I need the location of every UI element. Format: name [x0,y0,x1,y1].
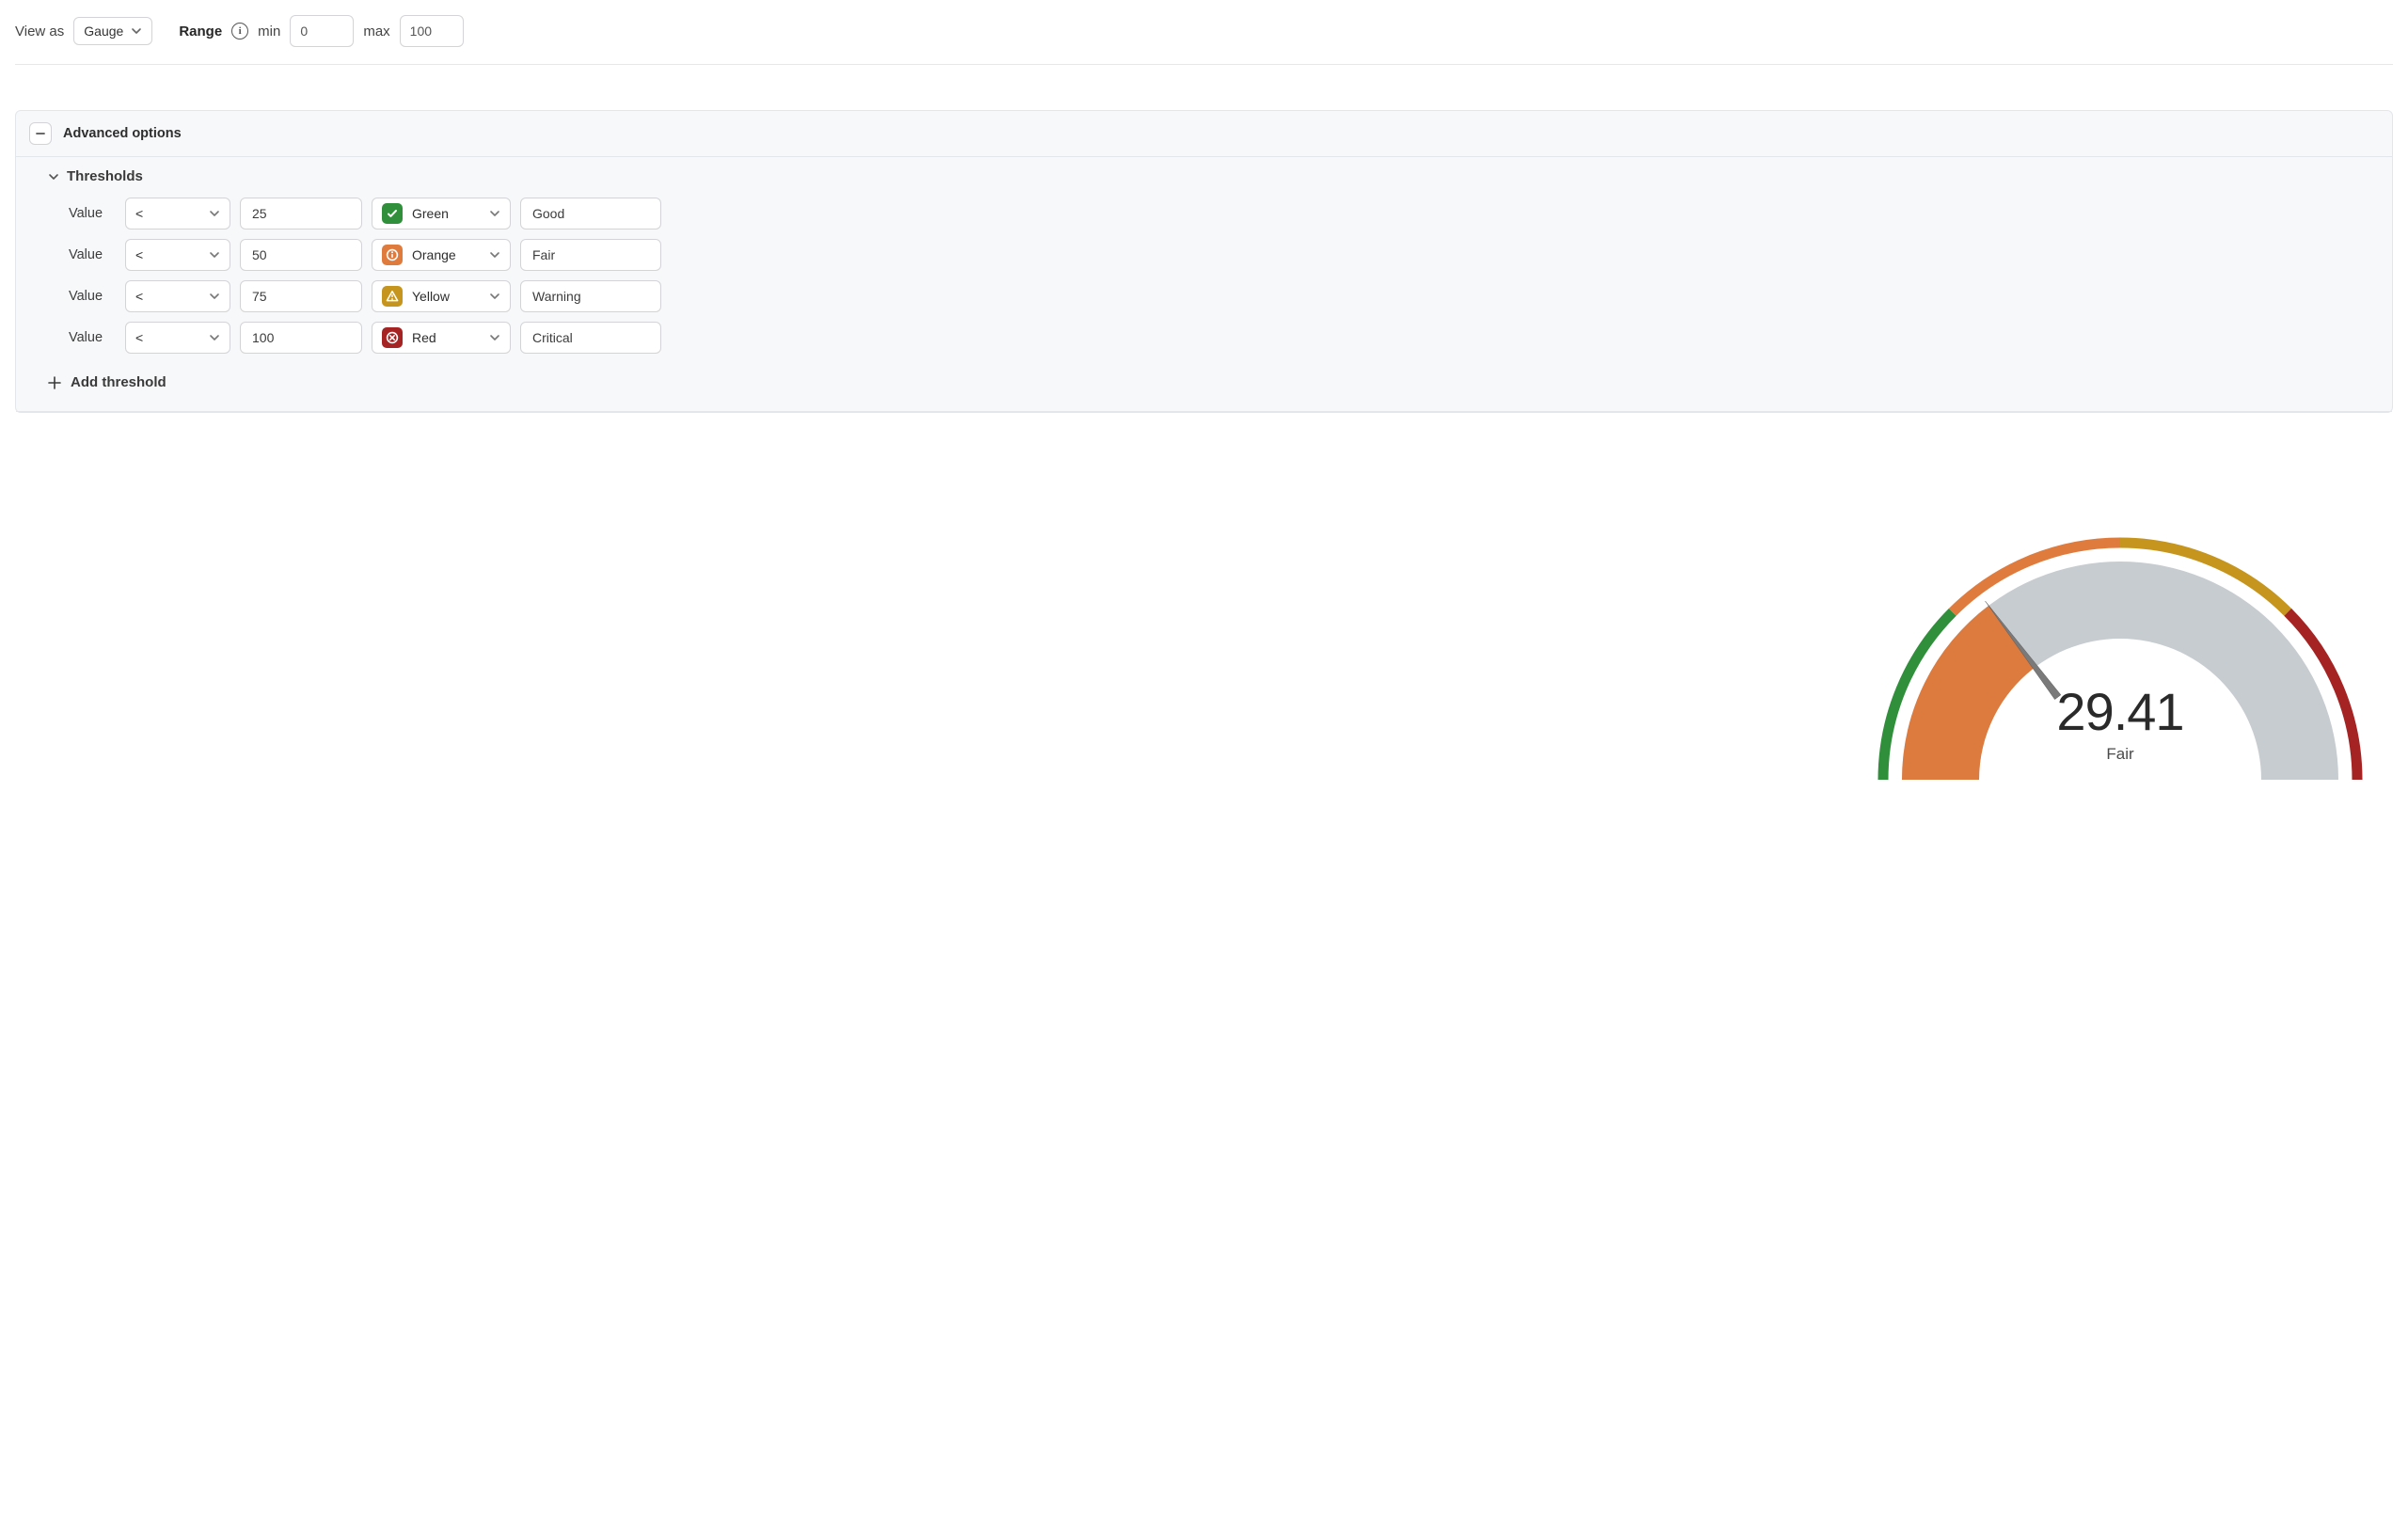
threshold-color-name: Yellow [412,289,450,304]
threshold-row-label: Value [69,206,116,221]
check-icon [382,203,403,224]
collapse-button[interactable] [29,122,52,145]
range-min-input[interactable] [290,15,354,47]
threshold-color-name: Green [412,206,449,221]
advanced-options-header[interactable]: Advanced options [16,111,2392,157]
chevron-down-icon [131,25,142,37]
warning-icon [382,286,403,307]
info-icon[interactable]: i [231,23,248,40]
threshold-rows: Value < Green Value < Orange [48,198,2379,354]
threshold-label-input[interactable] [520,239,661,271]
threshold-operator-value: < [135,289,143,304]
chevron-down-icon [489,332,500,343]
threshold-color-select[interactable]: Green [372,198,511,229]
chevron-down-icon [489,249,500,261]
chevron-down-icon [209,291,220,302]
threshold-row: Value < Green [69,198,2379,229]
chevron-down-icon [209,249,220,261]
gauge-value: 29.41 [1866,681,2374,742]
thresholds-title: Thresholds [67,168,143,184]
threshold-color-name: Red [412,330,436,345]
info-icon [382,245,403,265]
threshold-value-input[interactable] [240,198,362,229]
advanced-options-panel: Advanced options Thresholds Value < Gree… [15,110,2393,413]
threshold-operator-value: < [135,330,143,345]
view-as-select[interactable]: Gauge [73,17,152,45]
add-threshold-button[interactable]: Add threshold [48,374,2379,390]
range-label: Range [179,24,222,40]
chevron-down-icon [489,208,500,219]
thresholds-header[interactable]: Thresholds [48,168,2379,184]
threshold-row-label: Value [69,330,116,345]
max-label: max [363,24,389,40]
chevron-down-icon [209,332,220,343]
toolbar: View as Gauge Range i min max [15,11,2393,65]
chevron-down-icon [209,208,220,219]
range-max-input[interactable] [400,15,464,47]
threshold-value-input[interactable] [240,280,362,312]
advanced-options-title: Advanced options [63,126,182,141]
threshold-operator-value: < [135,206,143,221]
threshold-row-label: Value [69,289,116,304]
threshold-operator-select[interactable]: < [125,198,230,229]
threshold-label-input[interactable] [520,280,661,312]
threshold-value-input[interactable] [240,239,362,271]
threshold-row-label: Value [69,247,116,262]
error-icon [382,327,403,348]
threshold-row: Value < Red [69,322,2379,354]
threshold-operator-select[interactable]: < [125,239,230,271]
gauge-sublabel: Fair [1866,745,2374,764]
threshold-row: Value < Orange [69,239,2379,271]
threshold-operator-select[interactable]: < [125,322,230,354]
threshold-operator-value: < [135,247,143,262]
chevron-down-icon [489,291,500,302]
threshold-color-select[interactable]: Orange [372,239,511,271]
threshold-color-select[interactable]: Red [372,322,511,354]
threshold-value-input[interactable] [240,322,362,354]
min-label: min [258,24,280,40]
threshold-operator-select[interactable]: < [125,280,230,312]
thresholds-section: Thresholds Value < Green Value < Orange [16,157,2392,412]
plus-icon [48,376,61,389]
add-threshold-label: Add threshold [71,374,166,390]
view-as-label: View as [15,24,64,40]
threshold-label-input[interactable] [520,198,661,229]
gauge-container: 29.41 Fair [15,469,2393,811]
threshold-color-name: Orange [412,247,456,262]
threshold-row: Value < Yellow [69,280,2379,312]
threshold-color-select[interactable]: Yellow [372,280,511,312]
threshold-label-input[interactable] [520,322,661,354]
chevron-down-icon [48,171,59,182]
view-as-value: Gauge [84,24,123,39]
